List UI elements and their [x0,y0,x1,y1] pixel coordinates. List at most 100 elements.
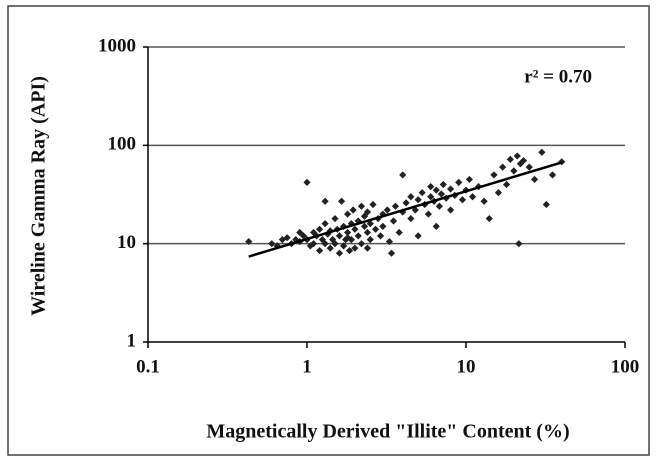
data-point [278,235,286,244]
data-point [515,240,523,248]
y-tick-label: 1 [127,330,137,351]
data-point [465,175,473,184]
data-point [414,232,422,240]
y-tick-label: 1000 [98,35,136,56]
data-point [519,156,528,165]
data-point [331,240,339,248]
data-point [245,237,253,246]
data-point [480,197,488,205]
data-point [363,208,372,216]
data-point [435,202,443,210]
data-point [437,190,445,198]
data-point [363,228,372,237]
data-point [321,219,329,228]
data-point [407,214,415,223]
data-point [363,244,372,252]
data-point [268,240,276,248]
data-point [432,222,440,230]
x-tick-label: 1 [302,356,312,377]
data-point [354,232,362,240]
data-point [395,228,403,237]
data-point [548,171,557,179]
data-point [506,155,514,163]
annotation: r² = 0.70 [524,66,592,87]
x-tick-label: 10 [457,356,476,377]
data-point [357,240,366,248]
data-point [499,163,507,171]
data-point [283,234,291,242]
data-point [329,235,337,244]
data-point [446,185,455,193]
data-point [391,202,400,210]
data-point [349,206,357,214]
data-point [424,210,432,218]
data-point [379,222,387,230]
data-point [357,202,366,210]
data-point [387,249,396,257]
data-point [371,225,380,233]
data-point [369,200,377,209]
data-point [376,232,385,240]
data-point [502,180,511,189]
data-point [366,235,374,244]
data-point [411,206,419,214]
data-point [490,171,498,179]
data-point [458,196,467,204]
data-point [446,206,455,214]
data-point [538,148,546,156]
data-point [385,237,394,246]
data-point [360,212,369,220]
data-point [321,240,329,248]
y-tick-label: 10 [117,232,136,253]
data-point [455,178,463,186]
y-axis-title: Wireline Gamma Ray (API) [28,76,50,316]
data-point [439,180,447,189]
data-point [351,225,359,233]
data-point [315,225,324,233]
data-point [427,183,435,191]
data-point [296,228,304,237]
x-axis-title: Magnetically Derived "Illite" Content (%… [206,421,569,443]
data-point [383,206,391,214]
x-tick-label: 0.1 [136,356,160,377]
data-point [542,200,550,209]
data-point [315,247,324,255]
data-point [340,242,348,250]
trendline [248,161,563,258]
data-point [343,228,352,237]
data-point [494,189,503,197]
data-point [399,171,407,179]
data-point [343,234,352,242]
data-point [360,222,369,230]
data-point [414,196,422,204]
data-point [321,197,329,205]
data-point [309,240,318,248]
data-point [485,214,493,223]
data-point [379,210,387,218]
data-point [427,193,435,201]
data-point [530,175,539,184]
data-point [389,217,398,225]
data-point [468,193,477,201]
data-point [326,244,334,252]
x-tick-label: 100 [611,356,640,377]
data-point [510,167,518,175]
data-point [345,247,354,255]
data-point [351,244,359,252]
data-point [516,160,525,168]
data-point [335,249,344,257]
data-point [337,197,346,205]
data-point [407,193,415,201]
data-point [418,189,426,197]
data-point [335,232,344,240]
data-point [342,235,350,244]
data-point [525,163,533,171]
data-point [402,199,410,207]
data-point [303,178,311,186]
data-point [432,186,440,194]
data-point [331,214,339,223]
data-point [343,210,352,218]
data-point [513,152,521,160]
y-tick-label: 100 [108,134,137,155]
